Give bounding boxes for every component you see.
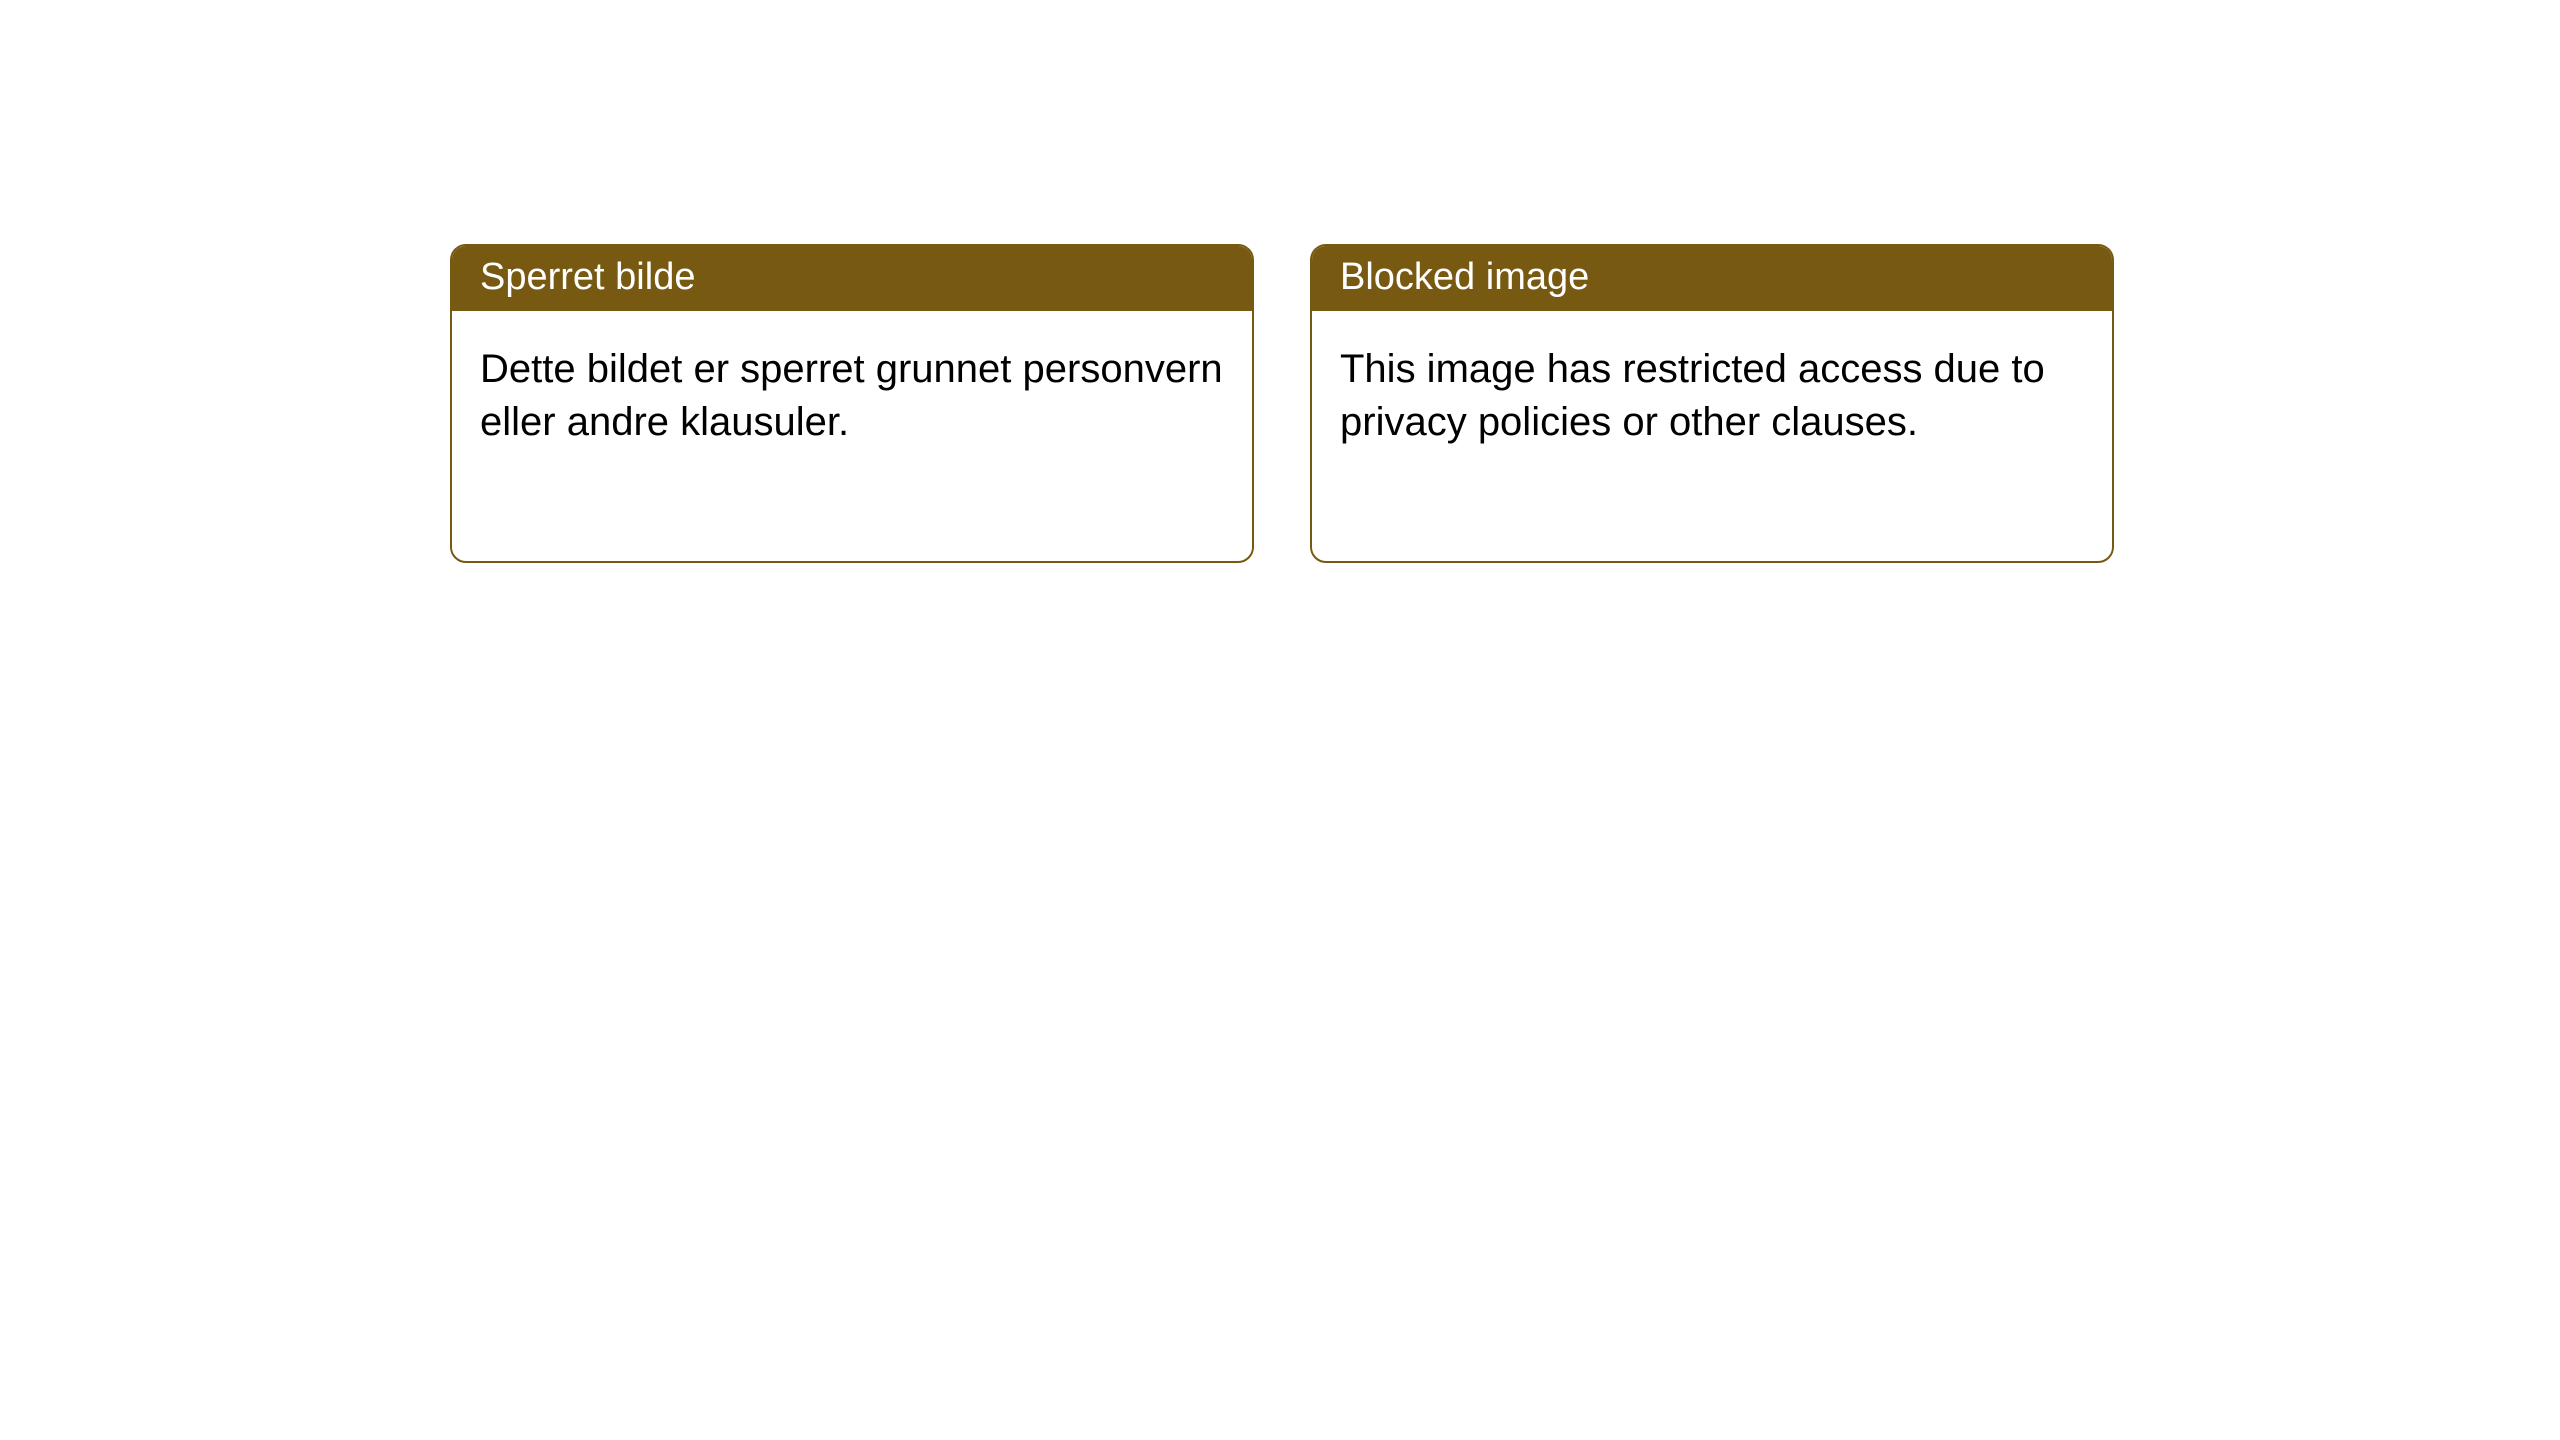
notice-body: This image has restricted access due to … [1312,311,2112,561]
notice-box-norwegian: Sperret bilde Dette bildet er sperret gr… [450,244,1254,563]
notice-box-english: Blocked image This image has restricted … [1310,244,2114,563]
notice-header: Sperret bilde [452,246,1252,311]
notice-header: Blocked image [1312,246,2112,311]
notice-body-text: Dette bildet er sperret grunnet personve… [480,347,1223,444]
notice-title: Blocked image [1340,256,1589,298]
notice-body: Dette bildet er sperret grunnet personve… [452,311,1252,561]
notice-body-text: This image has restricted access due to … [1340,347,2045,444]
notice-title: Sperret bilde [480,256,695,298]
notice-container: Sperret bilde Dette bildet er sperret gr… [450,244,2114,563]
